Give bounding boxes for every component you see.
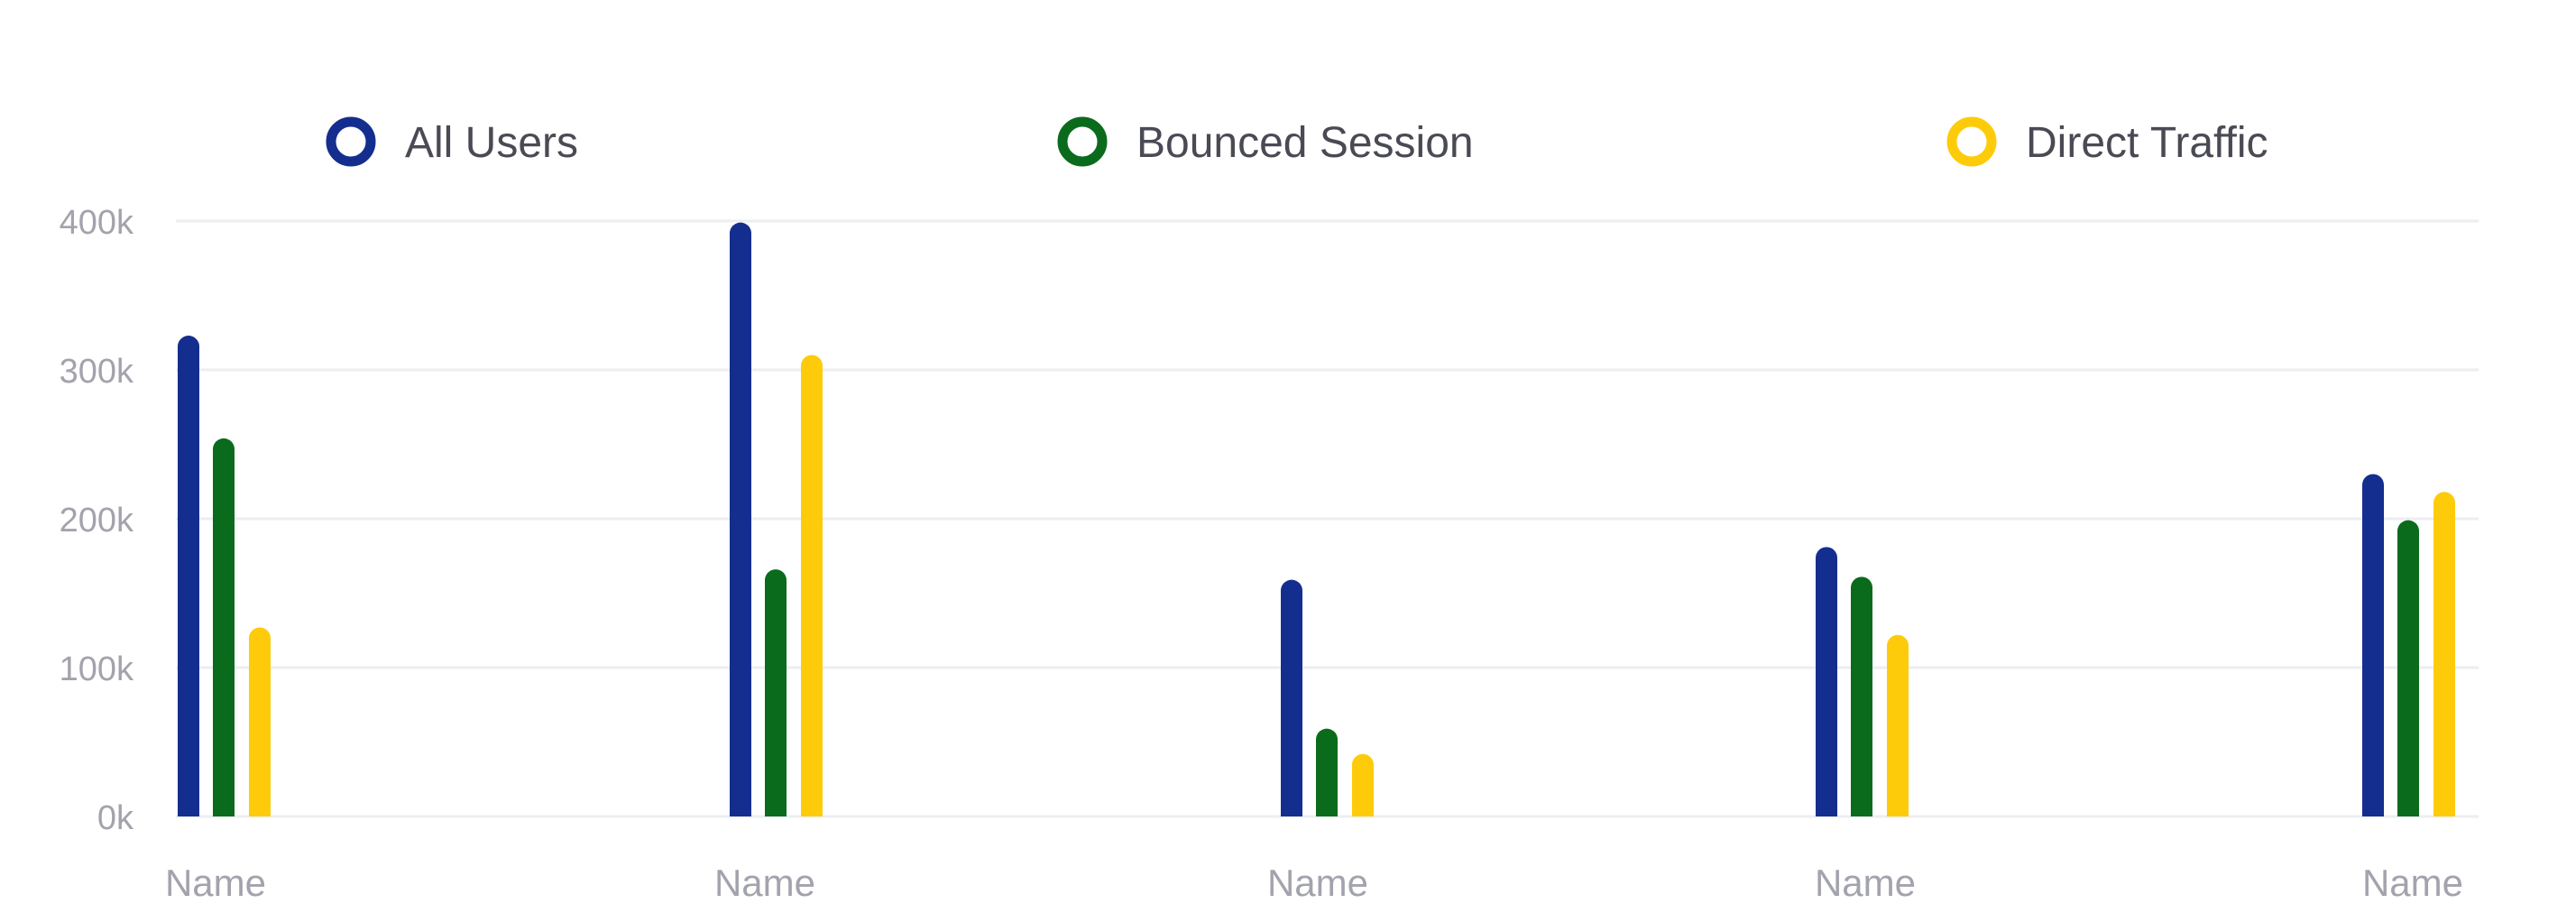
bar bbox=[1316, 728, 1338, 816]
legend-marker-icon bbox=[1057, 116, 1108, 167]
legend: All Users Bounced Session Direct Traffic bbox=[326, 116, 2268, 167]
bar bbox=[178, 336, 199, 816]
bar bbox=[1887, 634, 1909, 816]
bar bbox=[2433, 492, 2455, 816]
y-axis-ticks: 0k 100k 200k 300k 400k bbox=[60, 204, 134, 837]
bar bbox=[1281, 579, 1302, 816]
gridlines bbox=[176, 219, 2479, 818]
legend-marker-icon bbox=[1946, 116, 1997, 167]
y-tick-label: 200k bbox=[60, 502, 134, 540]
bar bbox=[1352, 753, 1374, 816]
legend-label: Direct Traffic bbox=[2026, 119, 2268, 167]
x-tick-label: Name bbox=[165, 862, 266, 904]
legend-item: All Users bbox=[326, 116, 578, 167]
legend-label: All Users bbox=[405, 119, 578, 167]
y-tick-label: 400k bbox=[60, 204, 134, 242]
bar bbox=[1816, 547, 1837, 816]
bar bbox=[1851, 576, 1872, 816]
y-tick-label: 0k bbox=[97, 799, 134, 837]
x-tick-label: Name bbox=[714, 862, 815, 904]
bar bbox=[765, 569, 787, 816]
x-tick-label: Name bbox=[1267, 862, 1368, 904]
x-tick-label: Name bbox=[1815, 862, 1916, 904]
bar bbox=[730, 222, 751, 816]
legend-marker-icon bbox=[326, 116, 376, 167]
legend-item: Bounced Session bbox=[1057, 116, 1474, 167]
x-axis-labels: Name Name Name Name Name bbox=[165, 862, 2463, 904]
y-tick-label: 300k bbox=[60, 353, 134, 391]
y-tick-label: 100k bbox=[60, 650, 134, 688]
bar bbox=[2362, 474, 2384, 816]
x-tick-label: Name bbox=[2362, 862, 2463, 904]
bar bbox=[213, 438, 235, 816]
legend-label: Bounced Session bbox=[1136, 119, 1474, 167]
bars bbox=[178, 222, 2455, 816]
legend-item: Direct Traffic bbox=[1946, 116, 2268, 167]
bar bbox=[2397, 520, 2419, 816]
bar bbox=[801, 355, 823, 816]
bar bbox=[249, 627, 271, 816]
